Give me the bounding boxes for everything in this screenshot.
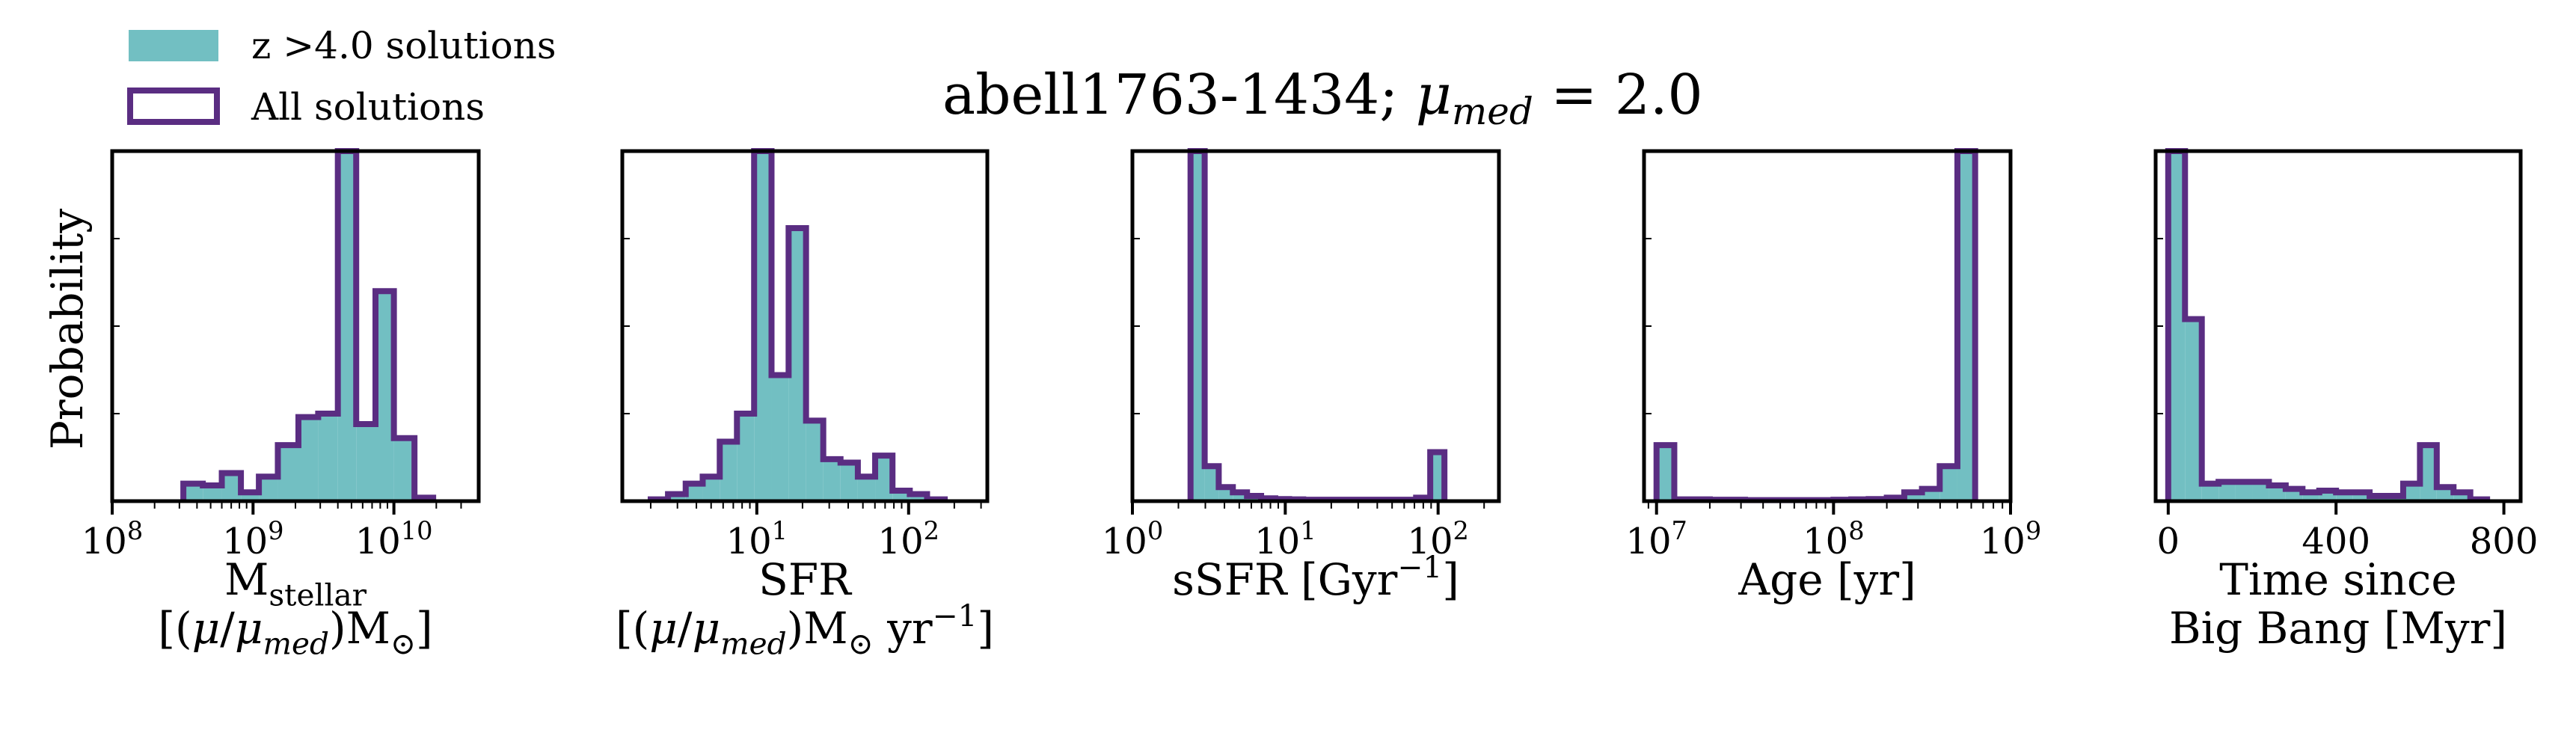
x-axis-label: Big Bang [Myr] bbox=[2169, 603, 2507, 654]
hist-bar bbox=[857, 476, 876, 501]
hist-bar bbox=[1430, 452, 1445, 501]
hist-bar bbox=[241, 492, 260, 501]
hist-bar bbox=[2352, 492, 2370, 501]
x-tick-label: 109 bbox=[222, 516, 283, 562]
x-axis-label: Time since bbox=[2219, 554, 2456, 605]
figure-title: abell1763-1434; μmed = 2.0 bbox=[942, 63, 1703, 133]
x-axis-label: Age [yr] bbox=[1738, 554, 1916, 605]
axes-frame bbox=[1130, 149, 1501, 503]
x-tick-label: 102 bbox=[1407, 516, 1468, 562]
x-tick-label: 0 bbox=[2157, 521, 2180, 562]
x-tick-label: 800 bbox=[2470, 521, 2539, 562]
hist-bar bbox=[1957, 151, 1975, 501]
x-axis-label: sSFR [Gyr−1] bbox=[1172, 549, 1459, 605]
hist-bar bbox=[910, 494, 927, 501]
hist-bar bbox=[2201, 483, 2219, 501]
hist-bar bbox=[356, 424, 375, 501]
legend-label-outline: All solutions bbox=[251, 85, 485, 129]
x-axis-label: Mstellar bbox=[224, 554, 367, 613]
panel-4: 107 108 109 Age [yr] bbox=[1625, 148, 2041, 605]
hist-bar bbox=[771, 375, 789, 501]
hist-bar bbox=[1904, 492, 1922, 501]
hist-bar bbox=[1939, 466, 1957, 501]
legend-swatch-filled bbox=[129, 30, 218, 61]
x-axis-label: [(μ/μmed)M⊙ yr−1] bbox=[616, 598, 994, 662]
x-tick-label: 108 bbox=[82, 516, 143, 562]
hist-bar bbox=[2218, 482, 2236, 501]
hist-bar bbox=[823, 458, 841, 501]
x-tick-label: 1010 bbox=[355, 516, 433, 562]
hist-bar bbox=[2235, 482, 2253, 501]
hist-bar bbox=[2420, 445, 2437, 501]
hist-bar bbox=[737, 414, 755, 501]
hist-bar bbox=[2402, 483, 2420, 501]
x-tick-label: 109 bbox=[1980, 516, 2041, 562]
hist-bar bbox=[203, 485, 222, 501]
hist-bar bbox=[1204, 466, 1219, 501]
hist-bar bbox=[2336, 492, 2353, 501]
panel-2: 101 102 SFR[(μ/μmed)M⊙ yr−1] bbox=[616, 148, 994, 662]
x-tick-label: 100 bbox=[1102, 516, 1163, 562]
legend-label-filled: z >4.0 solutions bbox=[251, 24, 556, 67]
hist-outline bbox=[647, 148, 948, 503]
hist-bar bbox=[1190, 151, 1205, 501]
hist-bar bbox=[754, 151, 772, 501]
x-tick-label: 101 bbox=[726, 516, 788, 562]
hist-outline bbox=[180, 148, 437, 501]
x-axis-label: SFR bbox=[758, 554, 853, 605]
hist-bar bbox=[720, 441, 737, 501]
x-tick-label: 400 bbox=[2301, 521, 2370, 562]
legend: z >4.0 solutions All solutions bbox=[127, 24, 556, 129]
hist-bar bbox=[221, 473, 242, 501]
hist-outline bbox=[1187, 148, 1448, 503]
hist-bar bbox=[1922, 488, 1940, 501]
hist-bar bbox=[375, 291, 394, 501]
hist-bar bbox=[277, 445, 298, 501]
x-tick-label: 108 bbox=[1803, 516, 1864, 562]
hist-bar bbox=[840, 462, 858, 501]
hist-bar bbox=[788, 227, 806, 501]
legend-swatch-outline bbox=[127, 88, 220, 125]
hist-bar bbox=[668, 494, 686, 501]
hist-bar bbox=[875, 456, 893, 501]
hist-bar bbox=[2436, 487, 2454, 501]
hist-bar bbox=[2185, 319, 2202, 501]
hist-bar bbox=[2252, 482, 2269, 501]
hist-bar bbox=[2302, 492, 2319, 501]
hist-bar bbox=[685, 483, 703, 501]
y-axis-label: Probability bbox=[42, 209, 93, 450]
hist-outline bbox=[2165, 148, 2491, 503]
hist-outline bbox=[1653, 148, 1978, 503]
hist-bar bbox=[2453, 492, 2471, 501]
hist-bar bbox=[2168, 151, 2186, 501]
hist-bar bbox=[2269, 485, 2286, 501]
hist-bar bbox=[1233, 492, 1248, 501]
hist-bar bbox=[2285, 488, 2303, 501]
hist-bar bbox=[393, 438, 415, 501]
hist-bar bbox=[259, 476, 278, 501]
hist-bar bbox=[318, 414, 338, 501]
hist-bar bbox=[1218, 487, 1233, 501]
x-tick-label: 101 bbox=[1254, 516, 1316, 562]
hist-bar bbox=[298, 417, 319, 501]
hist-bar bbox=[806, 420, 824, 501]
hist-bar bbox=[337, 151, 357, 501]
x-tick-label: 107 bbox=[1625, 516, 1687, 562]
hist-bar bbox=[1656, 445, 1675, 501]
x-tick-label: 102 bbox=[878, 516, 939, 562]
hist-bar bbox=[702, 476, 720, 501]
x-axis-label: [(μ/μmed)M⊙] bbox=[158, 603, 432, 662]
hist-bar bbox=[183, 483, 203, 501]
axes-frame bbox=[2153, 149, 2523, 503]
